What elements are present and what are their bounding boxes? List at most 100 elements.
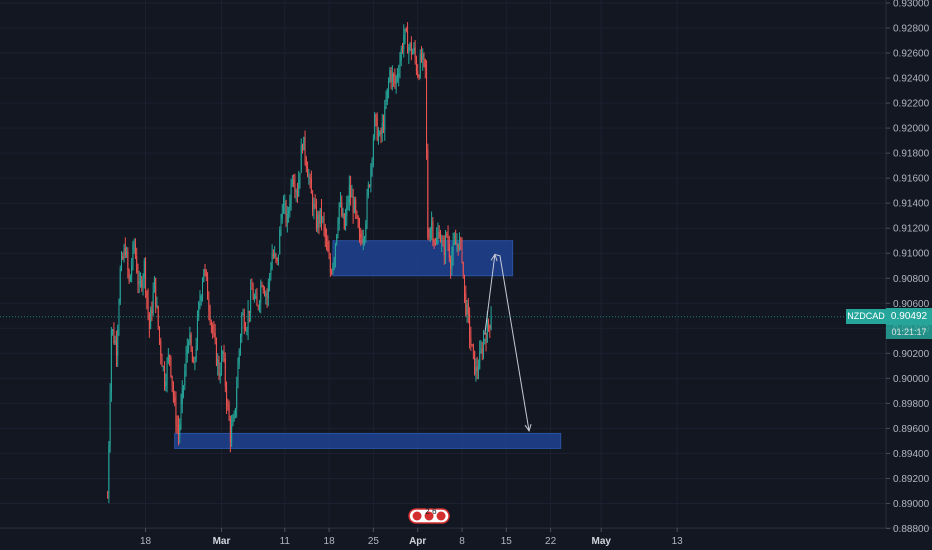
candle-body (331, 272, 333, 274)
y-tick-label: 0.90200 (893, 349, 930, 360)
candle-body (129, 275, 131, 282)
candle-body (432, 221, 434, 241)
candle-body (477, 368, 479, 371)
support-zone (174, 432, 562, 449)
candle-body (460, 239, 462, 241)
candle-body (257, 305, 259, 307)
candle-body (165, 381, 167, 387)
candle-body (407, 31, 409, 54)
candle-body (177, 426, 179, 436)
candle-body (142, 277, 144, 288)
candle-body (339, 202, 341, 204)
candle-body (188, 343, 190, 349)
y-tick-label: 0.93000 (893, 0, 930, 10)
candle-body (110, 330, 112, 394)
candle-body (451, 255, 453, 270)
candle-body (372, 138, 374, 160)
candle-body (342, 213, 344, 216)
candle-body (403, 34, 405, 50)
candle-body (221, 353, 222, 373)
candle-body (265, 294, 267, 296)
candle-body (462, 261, 464, 275)
candle-body (123, 247, 125, 259)
candle-body (380, 132, 382, 135)
candle-body (456, 243, 458, 245)
zones-layer (174, 240, 562, 449)
y-axis[interactable]: 0.93000 0.92800 0.92600 0.92400 0.92200 0.920… (886, 0, 930, 535)
candle-body (404, 28, 406, 35)
candle-body (488, 320, 490, 326)
candle-body (343, 213, 345, 229)
x-axis[interactable]: 18 Mar 11 18 25 Apr 8 15 22 May 13 (140, 528, 683, 547)
candle-body (312, 193, 314, 211)
candle-body (412, 51, 414, 55)
candle-body (222, 351, 224, 354)
candle-body (147, 298, 149, 314)
candle-body (384, 106, 386, 130)
candle-body (202, 281, 204, 296)
candle-body (234, 408, 236, 415)
candle-body (150, 309, 152, 329)
candle-body (419, 54, 421, 78)
candle-body (486, 320, 488, 343)
candle-body (386, 88, 388, 102)
candle-body (352, 195, 354, 213)
candle-body (255, 295, 257, 298)
candle-body (362, 238, 364, 243)
candle-body (424, 59, 426, 69)
candle-body (465, 293, 467, 315)
candle-body (337, 223, 339, 235)
candle-body (198, 302, 200, 318)
candle-body (401, 48, 403, 50)
candle-body (210, 322, 212, 326)
candle-body (122, 256, 124, 259)
candle-body (117, 329, 119, 357)
y-tick-label: 0.91200 (893, 224, 930, 235)
candle-body (309, 176, 311, 179)
candle-body (131, 265, 133, 276)
candle-body (186, 348, 188, 355)
candle-body (302, 145, 304, 151)
candle-body (267, 282, 269, 298)
candle-body (293, 180, 295, 185)
y-tick-label: 0.89400 (893, 449, 930, 460)
candle-body (379, 132, 381, 135)
candle-body (320, 208, 322, 220)
candle-body (417, 70, 419, 77)
candle-body (445, 234, 447, 255)
candle-body (364, 238, 366, 240)
candle-body (107, 497, 109, 499)
candle-body (434, 243, 436, 245)
candle-body (271, 254, 273, 270)
candle-body (431, 221, 433, 230)
candle-body (191, 349, 193, 363)
candle-body (383, 122, 385, 130)
candle-body (394, 77, 396, 85)
y-tick-label: 0.90600 (893, 299, 930, 310)
candle-body (232, 419, 234, 426)
candle-body (355, 199, 357, 212)
candle-body (113, 329, 115, 343)
candle-body (183, 385, 185, 388)
candle-body (357, 216, 359, 227)
candle-body (442, 240, 444, 246)
candle-body (458, 239, 460, 250)
candle-body (146, 291, 148, 299)
candle-body (112, 329, 114, 331)
candle-body (204, 269, 206, 271)
candle-body (353, 199, 355, 213)
projection-path (484, 253, 530, 431)
candle-body (466, 304, 468, 315)
y-tick-label: 0.89000 (893, 499, 930, 510)
candle-body (433, 240, 435, 244)
candle-body (285, 203, 287, 223)
candle-body (277, 254, 279, 261)
candle-body (376, 117, 378, 140)
candle-body (405, 28, 407, 32)
candle-body (480, 348, 482, 352)
projection-arrowhead-down (524, 424, 532, 433)
y-tick-label: 0.91400 (893, 199, 930, 210)
candle-body (474, 350, 476, 374)
